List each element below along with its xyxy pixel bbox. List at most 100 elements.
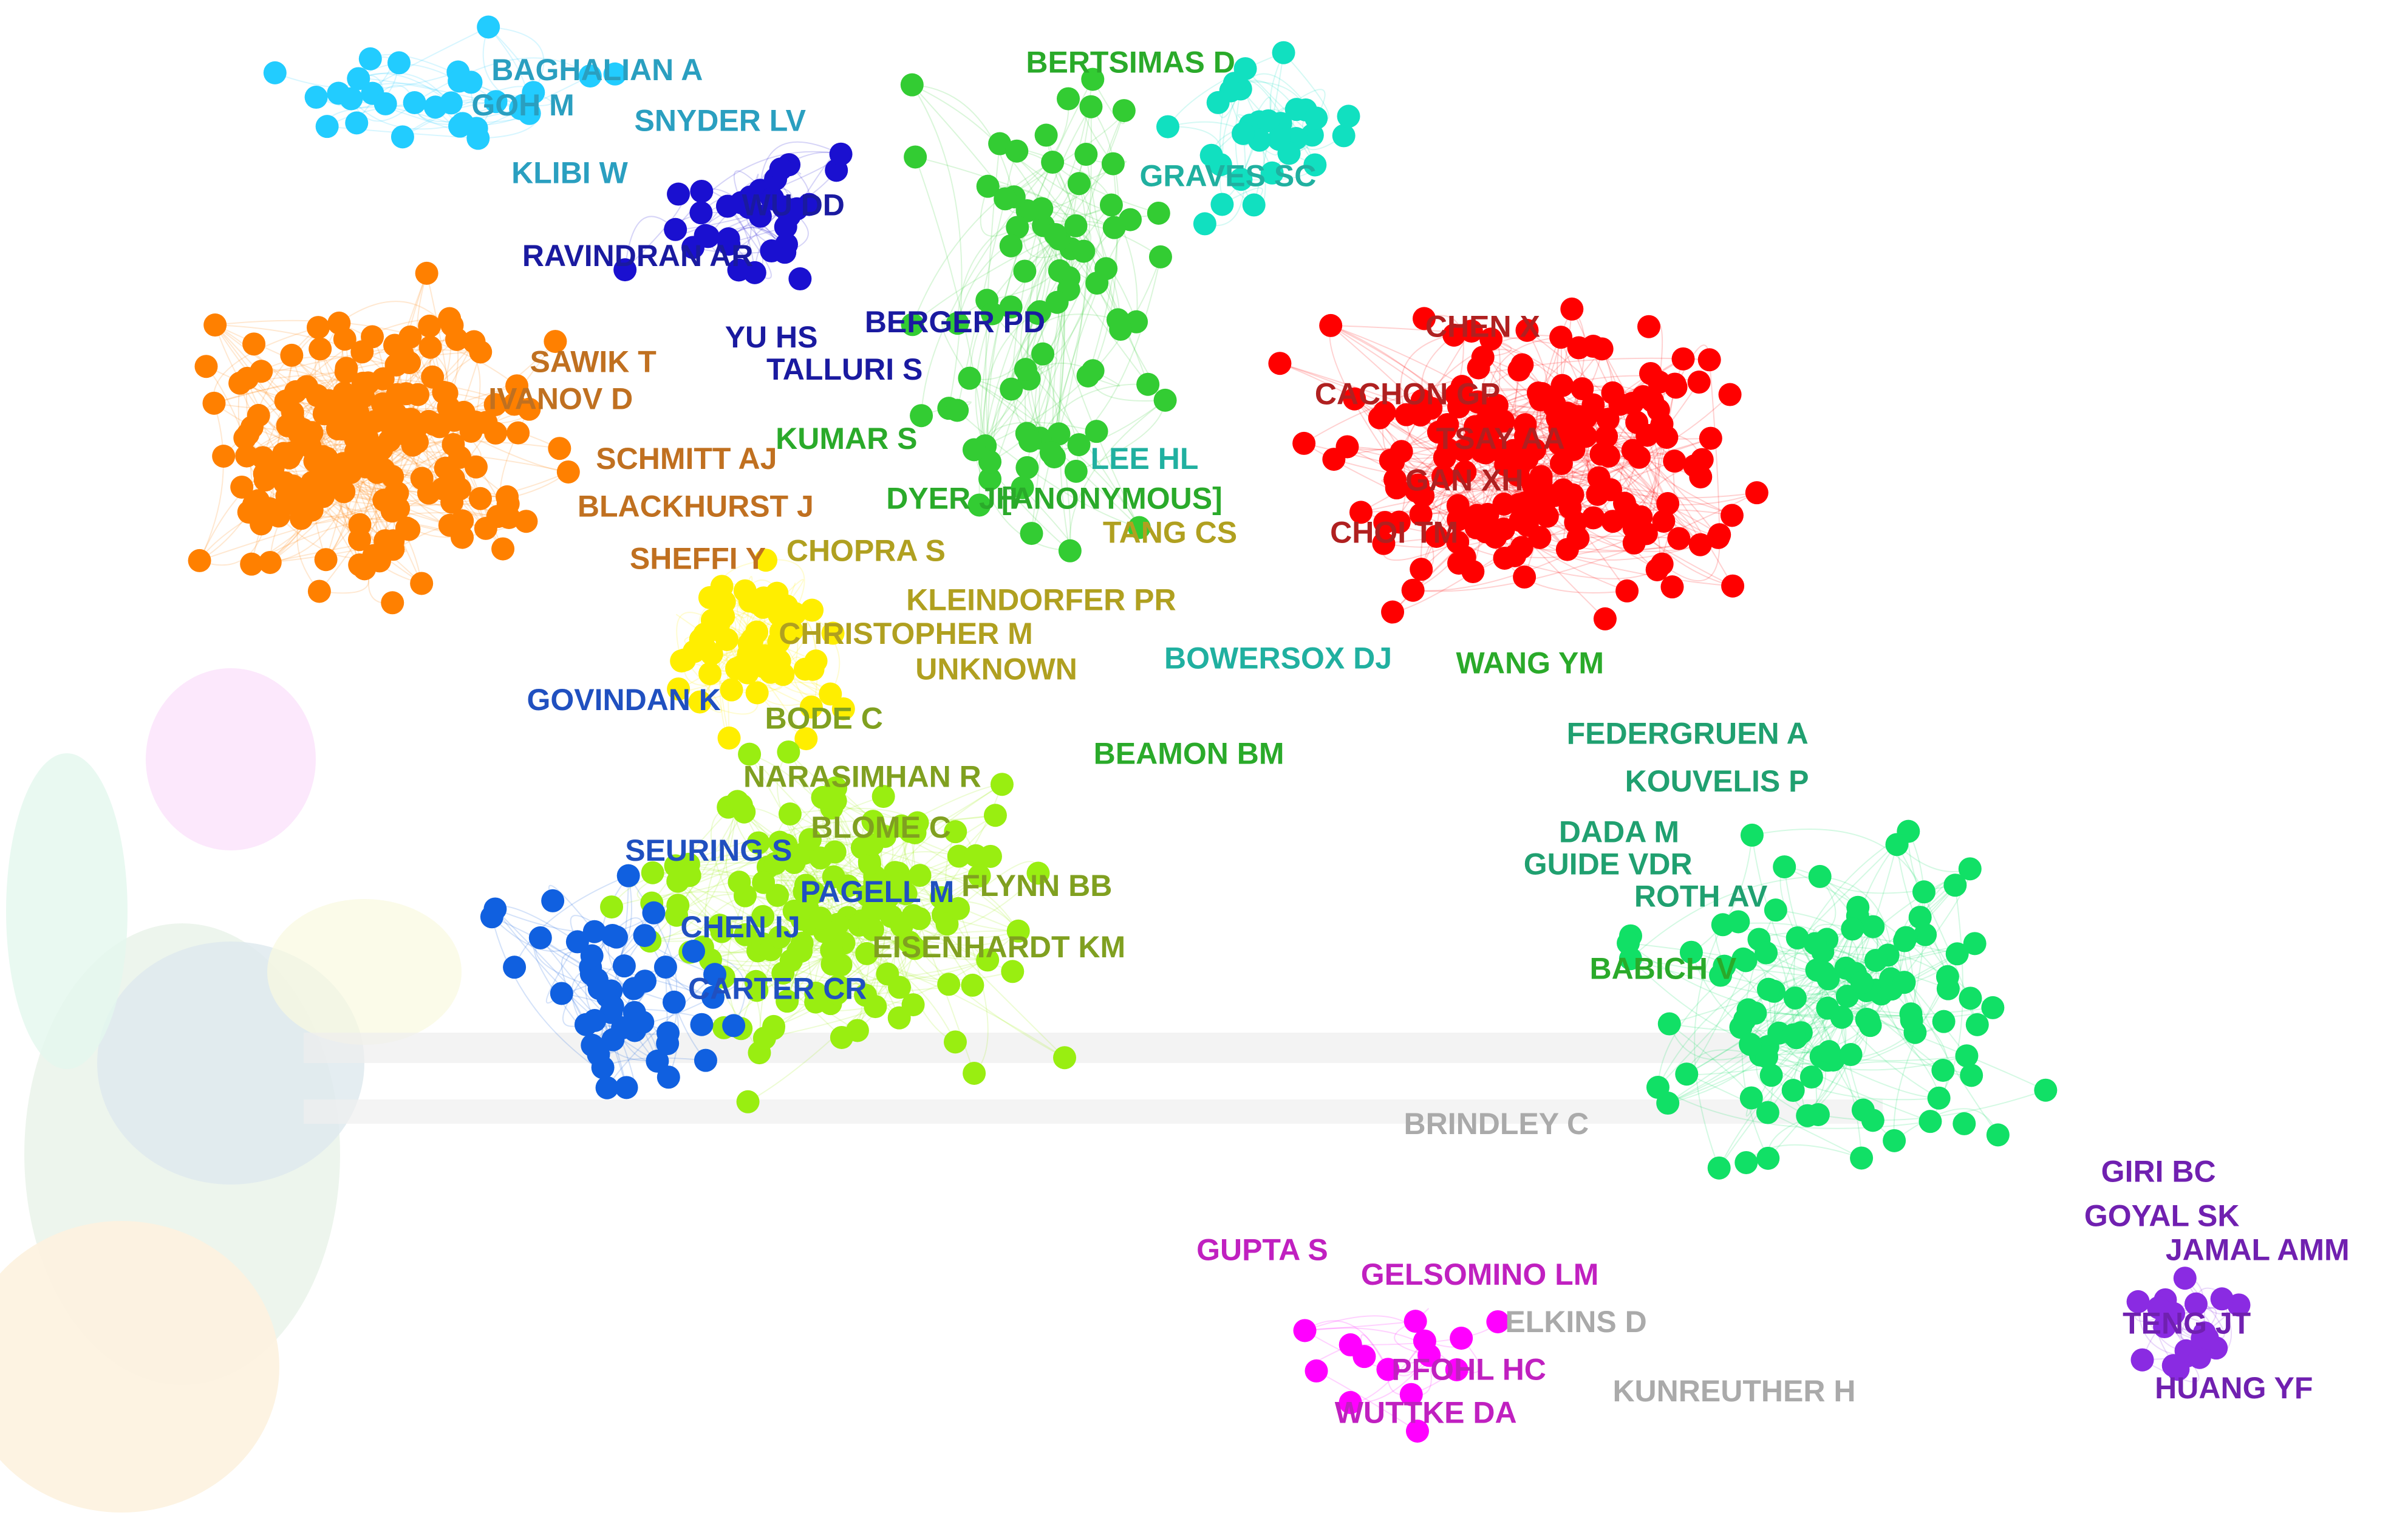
node bbox=[1597, 444, 1620, 468]
node bbox=[1618, 947, 1642, 971]
author-label: ROTH AV bbox=[1634, 880, 1768, 914]
author-label: TENG JT bbox=[2123, 1307, 2251, 1341]
author-label: TALLURI S bbox=[766, 352, 923, 386]
node bbox=[1713, 954, 1736, 978]
node bbox=[348, 513, 372, 536]
node bbox=[967, 864, 991, 887]
node bbox=[505, 374, 529, 398]
node bbox=[483, 393, 507, 417]
node bbox=[347, 67, 370, 91]
node bbox=[1596, 408, 1620, 431]
node bbox=[1629, 505, 1653, 528]
node bbox=[1932, 1010, 1956, 1033]
edge bbox=[980, 186, 1018, 237]
node bbox=[794, 727, 818, 751]
node bbox=[1427, 420, 1450, 444]
edge bbox=[1694, 924, 1724, 1169]
edge bbox=[1807, 907, 1864, 1116]
node bbox=[666, 894, 690, 917]
node bbox=[802, 881, 826, 904]
node bbox=[871, 785, 895, 809]
node bbox=[1028, 300, 1051, 324]
author-label: BRINDLEY C bbox=[1404, 1107, 1589, 1141]
node bbox=[1387, 510, 1411, 534]
node bbox=[715, 194, 739, 218]
node bbox=[1445, 1358, 1468, 1381]
node bbox=[418, 314, 442, 338]
node bbox=[1515, 318, 1539, 342]
node bbox=[664, 217, 687, 241]
edge bbox=[1504, 558, 1658, 579]
node bbox=[1074, 143, 1098, 166]
node bbox=[1885, 833, 1909, 856]
node bbox=[1410, 389, 1434, 412]
node bbox=[1112, 99, 1136, 123]
node bbox=[1210, 193, 1234, 216]
edge bbox=[1691, 951, 1769, 1047]
node bbox=[1718, 383, 1742, 406]
node bbox=[733, 579, 757, 603]
node bbox=[1470, 440, 1494, 463]
node bbox=[830, 1025, 853, 1049]
node bbox=[983, 804, 1007, 827]
node bbox=[1417, 1344, 1441, 1367]
node bbox=[751, 904, 775, 928]
node bbox=[601, 1028, 625, 1051]
node bbox=[1740, 823, 1764, 847]
node bbox=[1919, 1110, 1942, 1133]
node bbox=[778, 802, 802, 826]
node bbox=[595, 1076, 619, 1099]
node bbox=[929, 886, 953, 909]
node bbox=[759, 660, 783, 684]
node bbox=[990, 773, 1014, 796]
node bbox=[1912, 880, 1936, 904]
edge bbox=[1691, 835, 1753, 953]
author-label: GELSOMINO LM bbox=[1361, 1257, 1599, 1291]
node bbox=[1041, 151, 1065, 174]
edge bbox=[847, 917, 1013, 981]
author-label: YU HS bbox=[725, 320, 818, 354]
edge bbox=[488, 26, 545, 93]
author-label: FEDERGRUEN A bbox=[1567, 717, 1809, 751]
node bbox=[1101, 152, 1125, 176]
node bbox=[1953, 1112, 1976, 1135]
node bbox=[1493, 546, 1516, 570]
node bbox=[544, 330, 567, 354]
author-label: GOVINDAN K bbox=[527, 683, 720, 717]
node bbox=[793, 657, 817, 681]
node bbox=[804, 990, 828, 1014]
node bbox=[506, 421, 530, 445]
node bbox=[694, 1048, 717, 1072]
edge bbox=[1069, 400, 1166, 551]
edge bbox=[989, 354, 1051, 463]
node bbox=[410, 467, 434, 490]
edge bbox=[915, 157, 986, 446]
node bbox=[1781, 1079, 1805, 1103]
author-label: [ANONYMOUS] bbox=[1001, 482, 1223, 516]
node bbox=[1394, 403, 1418, 426]
node bbox=[1627, 445, 1651, 469]
node bbox=[633, 924, 657, 948]
edge bbox=[1894, 1108, 1999, 1141]
node bbox=[273, 471, 296, 494]
edge bbox=[1167, 52, 1284, 128]
edge bbox=[1657, 1087, 1931, 1129]
author-label: BODE C bbox=[765, 701, 882, 735]
node bbox=[1839, 1043, 1863, 1067]
node bbox=[327, 81, 350, 105]
node bbox=[1076, 364, 1100, 388]
node bbox=[1943, 873, 1967, 897]
edge bbox=[759, 844, 873, 1053]
edge bbox=[1301, 109, 1345, 151]
node bbox=[678, 864, 701, 887]
node bbox=[1464, 516, 1488, 540]
edge bbox=[1708, 360, 1721, 535]
node bbox=[980, 302, 1004, 326]
node bbox=[615, 1076, 638, 1099]
author-label: CHEN IJ bbox=[680, 910, 800, 944]
edge bbox=[771, 872, 1039, 954]
edge bbox=[788, 751, 960, 857]
node bbox=[309, 337, 332, 361]
node bbox=[1720, 504, 1744, 527]
